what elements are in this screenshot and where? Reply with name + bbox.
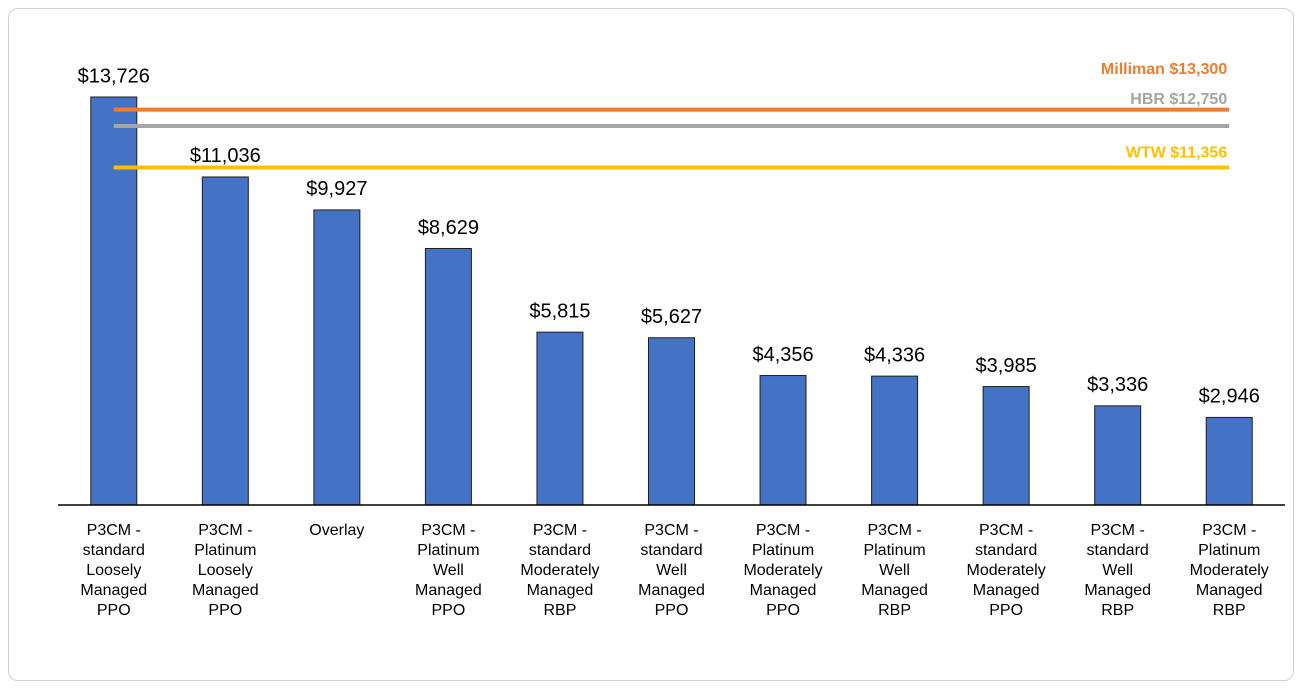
- reference-label: WTW $11,356: [1126, 145, 1227, 162]
- bar: [648, 337, 695, 506]
- bar: [536, 331, 584, 506]
- bar: [90, 96, 138, 506]
- bar: [982, 386, 1030, 506]
- data-label: $4,336: [864, 344, 925, 366]
- x-tick-label: P3CM - Platinum Loosely Managed PPO: [191, 522, 259, 619]
- data-label: $9,927: [306, 178, 367, 200]
- x-tick-label: P3CM - standard Loosely Managed PPO: [80, 522, 148, 619]
- data-label: $5,815: [529, 300, 590, 322]
- data-label: $3,336: [1087, 374, 1148, 396]
- x-tick-label: P3CM - Platinum Well Managed RBP: [861, 522, 928, 619]
- bar: [759, 375, 807, 506]
- data-label: $13,726: [78, 65, 150, 87]
- bar: [424, 248, 472, 506]
- data-label: $2,946: [1199, 386, 1260, 408]
- bar: [201, 176, 249, 506]
- bar: [1205, 416, 1253, 506]
- reference-label: HBR $12,750: [1130, 91, 1227, 108]
- chart-frame: [8, 8, 1294, 681]
- x-tick-label: P3CM - standard Moderately Managed PPO: [966, 522, 1046, 619]
- bar: [313, 209, 361, 506]
- x-tick-label: P3CM - standard Well Managed RBP: [1084, 522, 1152, 619]
- data-label: $4,356: [752, 344, 813, 366]
- data-label: $5,627: [641, 306, 702, 328]
- bar: [871, 375, 919, 506]
- data-label: $11,036: [190, 145, 261, 167]
- x-tick-label: P3CM - Platinum Well Managed PPO: [415, 522, 482, 619]
- bar: [1094, 405, 1142, 506]
- x-tick-label: P3CM - standard Moderately Managed RBP: [520, 522, 600, 619]
- data-label: $3,985: [976, 355, 1037, 377]
- x-tick-label: P3CM - standard Well Managed PPO: [638, 522, 705, 619]
- reference-label: Milliman $13,300: [1101, 61, 1227, 78]
- x-tick-label: Overlay: [309, 522, 365, 539]
- data-label: $8,629: [418, 217, 479, 239]
- x-tick-label: P3CM - Platinum Moderately Managed PPO: [743, 522, 823, 619]
- x-tick-label: P3CM - Platinum Moderately Managed RBP: [1189, 522, 1269, 619]
